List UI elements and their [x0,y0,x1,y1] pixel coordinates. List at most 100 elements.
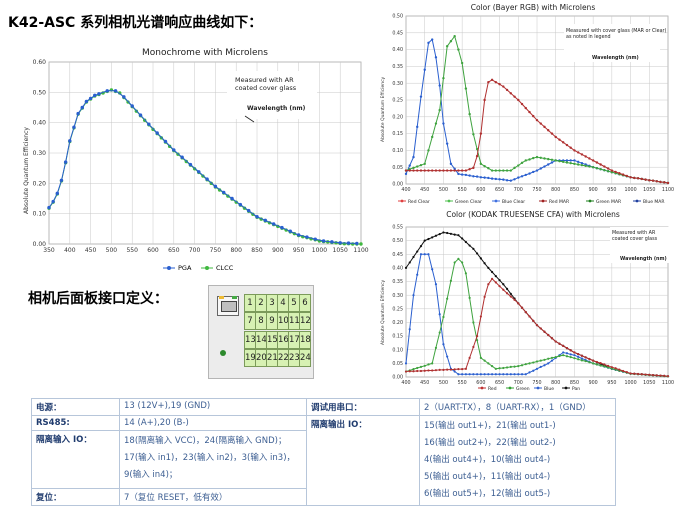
bayer-green-series-point [573,162,576,166]
bayer-red-series-point [562,141,565,144]
bayer-blue-series-point [479,176,483,179]
bayer-blue-series-point [573,159,576,162]
kodak-pan-series-point [416,250,419,253]
kodak-green-series-point [569,355,572,359]
mono-pga-series-point [138,113,143,117]
bayer-x-tick-label: 600 [476,187,485,193]
bayer-red-series-point [423,169,426,172]
kodak-blue-series-point [453,370,456,373]
bayer-green-series-point [532,156,535,160]
bayer-legend-marker [400,199,404,203]
kodak-red-series-point [524,310,527,314]
mono-pga-series-point [97,92,101,96]
bayer-y-tick-label: 0.20 [392,114,403,120]
bayer-red-series-point [472,166,475,170]
bayer-red-series-point [408,169,411,172]
bayer-green-series-point [494,169,498,172]
page-title: K42-ASC 系列相机光谱响应曲线如下： [8,15,263,31]
mono-y-tick-label: 0.20 [33,180,47,187]
bayer-note-line1: Measured with cover glass (MAR or Clear) [566,28,666,34]
bayer-green-series-point [419,163,423,167]
kodak-x-tick-label: 500 [439,380,448,386]
bayer-blue-series-point [517,176,520,179]
mono-x-tick-label: 600 [147,247,159,254]
bayer-red-series-point [655,180,658,183]
kodak-blue-series-point [524,373,527,376]
bayer-green-series-point [528,158,531,161]
bayer-red-series-point [591,159,595,162]
kodak-red-series-point [479,315,482,318]
kodak-x-tick-label: 550 [458,380,467,386]
mono-pga-series-point [47,205,51,210]
bayer-qe-chart: Color (Bayer RGB) with Microlens 0.00 0.0… [380,3,674,205]
mono-y-tick-label: 0.60 [33,59,47,66]
bayer-y-axis-label: Absolute Quantum Efficiency [380,76,386,142]
kodak-blue-series-point [431,268,434,271]
kodak-green-series-point [487,362,490,365]
bayer-green-series-point [569,161,572,165]
kodak-red-series-point [461,367,464,371]
bayer-red-series-point [438,169,441,172]
bayer-red-series-point [460,169,464,172]
kodak-pan-series-point [476,252,479,255]
bayer-x-tick-label: 500 [439,187,448,193]
mono-x-tick-label: 850 [251,247,263,254]
mono-pga-series-point [84,99,89,104]
bayer-legend-label: Red MAR [549,199,569,205]
kodak-green-series-point [416,366,419,370]
kodak-red-series-point [599,361,602,365]
bayer-red-series-point [528,110,531,114]
rs485-label: RS485: [31,414,120,432]
connector-pin: 5 [288,294,300,312]
kodak-y-axis-label: Absolute Quantum Efficiency [380,279,386,345]
kodak-red-series-point [636,372,640,376]
mono-pga-series-point [330,240,334,244]
mono-x-tick-label: 700 [189,247,201,254]
kodak-red-series-point [427,369,430,372]
bayer-blue-series-point [502,178,505,181]
bayer-green-series-point [460,61,464,65]
kodak-green-series-point [592,362,595,365]
bayer-blue-series-point [569,159,572,162]
kodak-red-series-point [614,367,617,370]
bayer-red-series-point [576,151,580,154]
kodak-blue-series-point [502,373,505,376]
kodak-red-series-point [472,345,475,349]
kodak-blue-series-point [468,373,471,376]
iso-out-values: 15(输出 out1+)，21(输出 out1-) 16(输出 out2+)，2… [419,415,616,506]
kodak-red-series-point [603,363,606,366]
bayer-blue-series-point [483,176,486,179]
bayer-y-tick-label: 0.30 [392,81,403,87]
kodak-red-series-point [580,354,584,357]
kodak-red-series-point [640,373,643,376]
bayer-blue-series-point [532,170,535,174]
bayer-green-series-point [449,40,453,43]
kodak-legend-label: Pan [572,386,580,392]
bayer-blue-series-point [528,172,531,175]
bayer-green-series-point [524,159,527,162]
bayer-red-series-point [648,179,651,182]
mono-pga-series-point [313,237,317,241]
bayer-blue-series-point [550,161,554,164]
bayer-y-tick-label: 0.15 [392,131,403,137]
mono-note-line2: coated cover glass [235,84,297,92]
kodak-blue-series-point [547,362,550,365]
kodak-red-series-point [520,306,524,309]
bayer-blue-series-point [487,176,490,180]
kodak-x-tick-label: 1100 [662,380,674,386]
kodak-blue-series-point [404,362,408,365]
kodak-green-series-point [476,339,479,342]
kodak-green-series-point [535,360,539,363]
kodak-red-series-point [588,357,591,361]
bayer-legend-label: Blue Clear [502,199,525,205]
kodak-red-series-point [595,360,598,364]
bayer-green-series-point [490,169,494,172]
kodak-red-series-point [659,374,662,377]
kodak-note-line2: coated cover glass [612,236,658,242]
kodak-green-series-point [464,272,467,275]
kodak-red-series-point [476,334,479,338]
kodak-green-series-point [595,363,598,366]
bayer-green-series-point [412,166,415,170]
kodak-pan-series-point [509,292,512,295]
bayer-red-series-point [513,95,516,98]
